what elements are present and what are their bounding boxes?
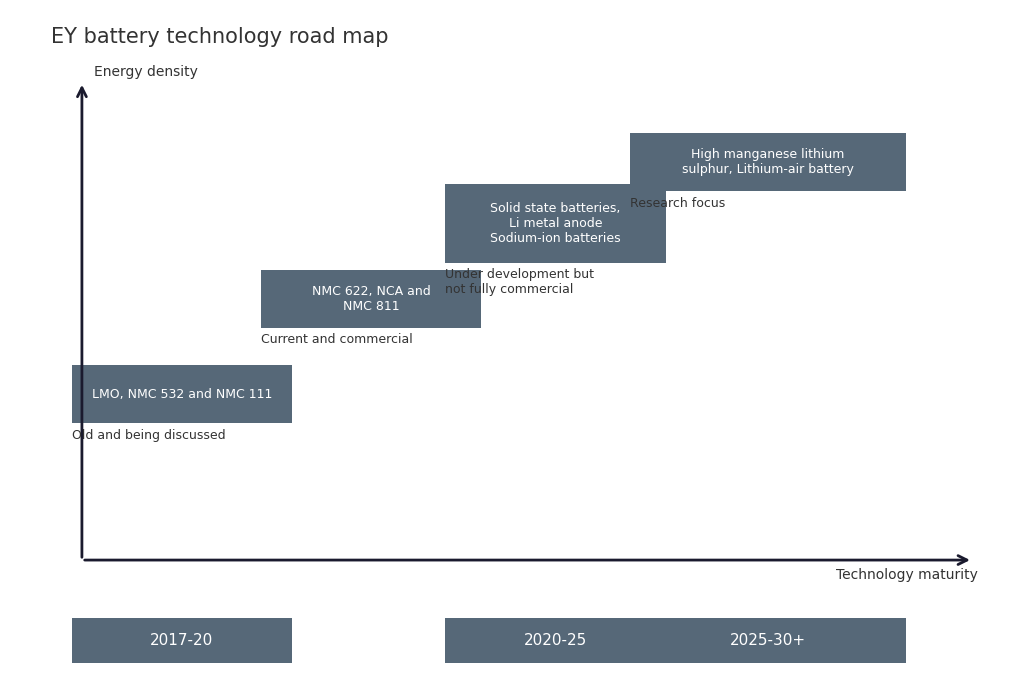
- Text: Energy density: Energy density: [94, 65, 198, 79]
- Text: Current and commercial: Current and commercial: [261, 333, 413, 346]
- Text: NMC 622, NCA and
NMC 811: NMC 622, NCA and NMC 811: [312, 285, 430, 313]
- Text: EY battery technology road map: EY battery technology road map: [51, 27, 389, 47]
- Text: High manganese lithium
sulphur, Lithium-air battery: High manganese lithium sulphur, Lithium-…: [682, 148, 854, 176]
- FancyBboxPatch shape: [630, 133, 906, 191]
- Text: Technology maturity: Technology maturity: [836, 568, 978, 582]
- Text: Solid state batteries,
Li metal anode
Sodium-ion batteries: Solid state batteries, Li metal anode So…: [490, 202, 621, 245]
- FancyBboxPatch shape: [445, 184, 666, 263]
- Text: 2017-20: 2017-20: [151, 633, 213, 647]
- Text: LMO, NMC 532 and NMC 111: LMO, NMC 532 and NMC 111: [91, 388, 272, 401]
- Text: Old and being discussed: Old and being discussed: [72, 429, 225, 442]
- FancyBboxPatch shape: [72, 365, 292, 423]
- Text: 2025-30+: 2025-30+: [730, 633, 806, 647]
- Text: 2020-25: 2020-25: [524, 633, 587, 647]
- Text: Research focus: Research focus: [630, 197, 725, 210]
- Text: Under development but
not fully commercial: Under development but not fully commerci…: [445, 268, 595, 296]
- FancyBboxPatch shape: [261, 270, 481, 328]
